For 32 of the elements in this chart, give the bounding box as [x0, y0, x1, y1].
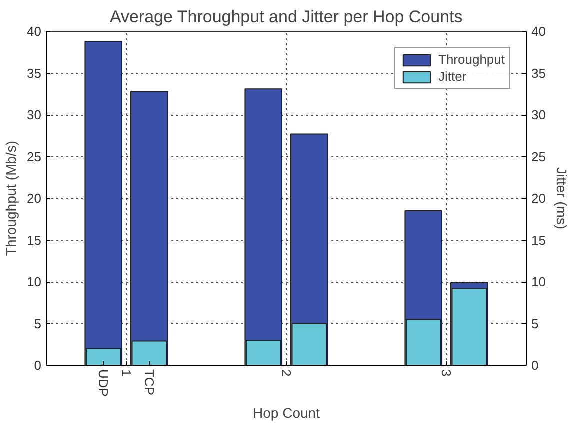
y2-tick-label: 5 [532, 316, 539, 332]
chart-title: Average Throughput and Jitter per Hop Counts [110, 8, 463, 26]
y-tick-label: 0 [34, 358, 42, 373]
y2-tick-label: 0 [532, 358, 539, 373]
y2-tick-label: 10 [532, 274, 546, 290]
y-tick-label: 15 [27, 232, 42, 248]
x-tick-label: UDP [96, 370, 112, 397]
x-tick-label: TCP [142, 370, 157, 396]
bar [244, 88, 283, 366]
x-tick-label: 2 [279, 370, 294, 377]
y-tick-label: 40 [27, 24, 42, 39]
x-tick-label: 3 [439, 370, 454, 377]
y2-tick-label: 15 [532, 232, 546, 248]
legend-label: Throughput [438, 52, 505, 67]
y-axis-title: Throughput (Mb/s) [3, 140, 20, 256]
bar [84, 41, 123, 366]
bar [130, 91, 168, 366]
y2-axis-title: Jitter (ms) [554, 167, 570, 230]
legend-label: Jitter [438, 69, 467, 84]
y2-tick-label: 40 [532, 24, 546, 39]
x-tick-label: 1 [119, 370, 134, 377]
y-tick-label: 20 [27, 191, 42, 206]
y2-tick-label: 25 [532, 149, 546, 164]
y2-tick-label: 20 [532, 191, 546, 206]
x-axis-title: Hop Count [253, 404, 320, 421]
y-tick-label: 5 [34, 316, 42, 332]
y-tick-label: 10 [27, 274, 42, 290]
y2-tick-label: 30 [532, 108, 546, 122]
y-tick-label: 30 [27, 108, 42, 122]
y-tick-label: 25 [27, 149, 42, 164]
y-tick-label: 35 [27, 66, 42, 81]
y2-tick-label: 35 [532, 66, 546, 81]
